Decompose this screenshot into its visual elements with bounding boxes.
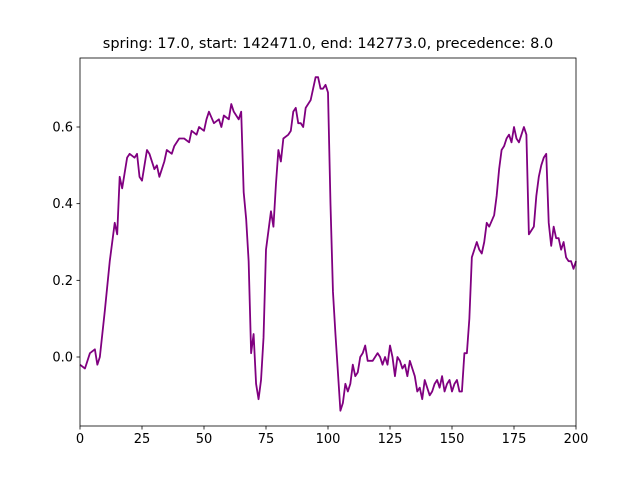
x-tick-label: 0 (76, 432, 84, 447)
x-tick-label: 50 (196, 432, 213, 447)
x-tick-label: 75 (258, 432, 275, 447)
y-tick-label: 0.2 (52, 274, 73, 289)
data-line (79, 76, 577, 412)
x-tick-label: 150 (440, 432, 465, 447)
x-tick-label: 25 (134, 432, 151, 447)
chart-title: spring: 17.0, start: 142471.0, end: 1427… (103, 36, 553, 52)
y-tick-label: 0.0 (52, 351, 73, 366)
axes-frame (79, 57, 577, 427)
x-tick-label: 125 (378, 432, 403, 447)
y-tick-label: 0.6 (52, 121, 73, 136)
x-tick-label: 200 (564, 432, 589, 447)
x-tick-label: 100 (316, 432, 341, 447)
x-tick-label: 175 (502, 432, 527, 447)
y-tick-label: 0.4 (52, 197, 73, 212)
